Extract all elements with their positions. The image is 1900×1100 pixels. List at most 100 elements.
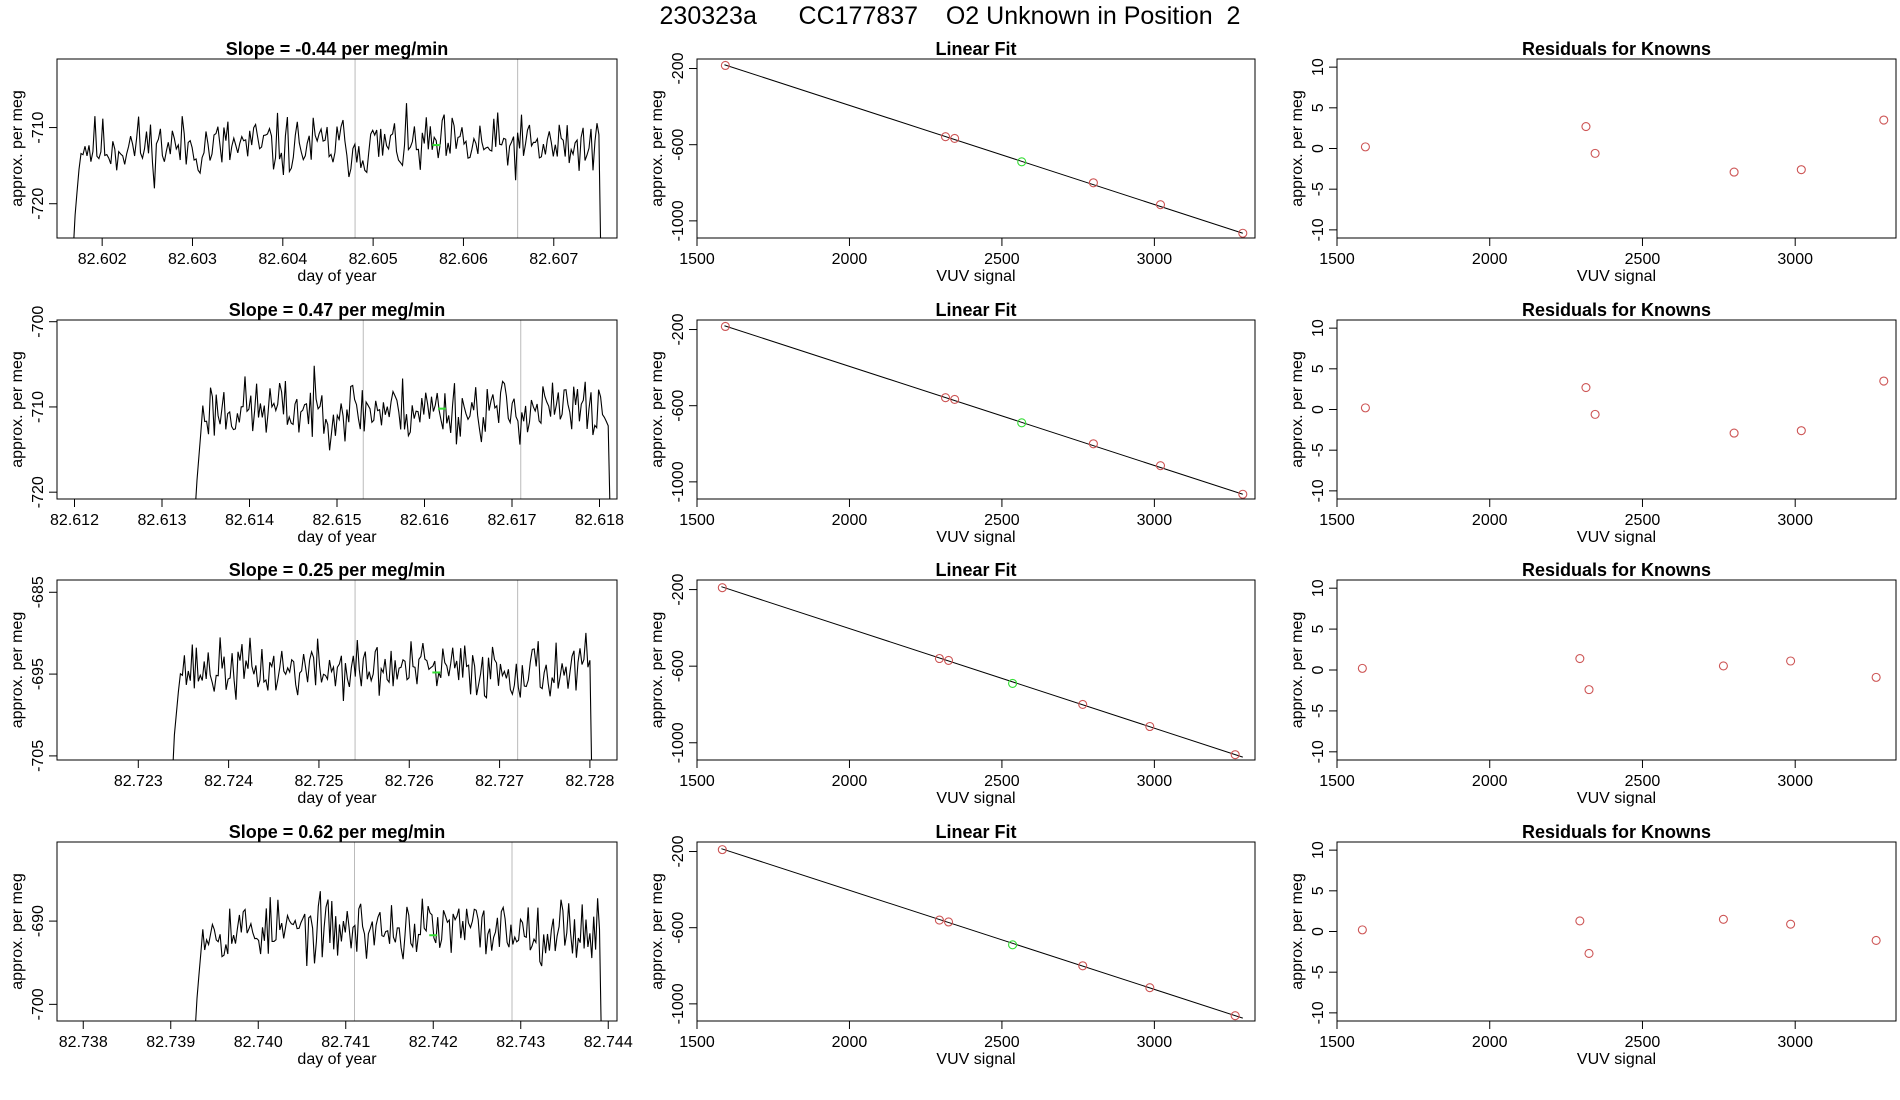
known-point <box>1584 948 1594 959</box>
x-tick-label: 2000 <box>1472 1034 1508 1051</box>
y-tick-label: 10 <box>1310 579 1327 597</box>
fit-line <box>724 64 1243 234</box>
x-tick-label: 82.744 <box>584 1034 633 1051</box>
x-tick-label: 2000 <box>832 1034 868 1051</box>
x-tick-label: 82.741 <box>321 1034 370 1051</box>
chart-panel-r3-c3: 1500 2000 2500 3000 VUV signal -10 -5 0 5 10appro… <box>1289 560 1897 807</box>
y-tick-label: -1000 <box>670 200 687 241</box>
y-tick-label: -10 <box>1310 1001 1327 1024</box>
fit-line <box>724 325 1243 495</box>
x-axis-label: VUV signal <box>936 268 1015 285</box>
chart-panel-r1-c2: 1500 2000 2500 3000 VUV signal -1000 -600 -200a… <box>649 39 1256 285</box>
run-id: 230323a <box>659 2 757 30</box>
y-tick-label: -710 <box>30 111 47 143</box>
y-axis-label: approx. per meg <box>9 90 26 207</box>
chart-panel-r1-c3: 1500 2000 2500 3000 VUV signal -10 -5 0 5 10appro… <box>1289 39 1897 285</box>
x-tick-label: 3000 <box>1777 1034 1813 1051</box>
x-tick-label: 2500 <box>1625 251 1661 268</box>
chart-title: Residuals for Knowns <box>1522 560 1711 580</box>
plot-frame <box>1336 841 1897 1022</box>
y-tick-label: 0 <box>1310 927 1327 936</box>
y-tick-label: -600 <box>670 912 687 944</box>
y-tick-label: 0 <box>1310 665 1327 674</box>
x-axis-label: day of year <box>297 1051 377 1068</box>
chart-panel-r3-c2: 1500 2000 2500 3000 VUV signal -1000 -600 -200a… <box>649 560 1256 807</box>
x-tick-label: 1500 <box>679 773 715 790</box>
known-point <box>1575 916 1585 926</box>
x-tick-label: 2000 <box>1472 512 1508 529</box>
x-tick-label: 2000 <box>1472 773 1508 790</box>
y-tick-label: -200 <box>670 52 687 84</box>
known-point <box>1575 653 1585 664</box>
unknown-point <box>1017 418 1027 428</box>
x-tick-label: 2500 <box>1625 512 1661 529</box>
chart-panel-r2-c3: 1500 2000 2500 3000 VUV signal -10 -5 0 5 10appro… <box>1289 300 1897 546</box>
y-tick-label: -600 <box>670 390 687 422</box>
y-axis-label: approx. per meg <box>1289 873 1306 990</box>
known-point <box>1718 661 1728 671</box>
y-tick-label: -685 <box>30 576 47 608</box>
y-tick-label: -690 <box>30 905 47 937</box>
known-point <box>1088 439 1098 449</box>
known-point <box>717 845 727 855</box>
x-tick-label: 82.603 <box>168 251 217 268</box>
y-axis-label: approx. per meg <box>649 351 666 468</box>
x-tick-label: 82.724 <box>204 773 253 790</box>
known-point <box>1155 200 1166 210</box>
x-axis-label: VUV signal <box>936 529 1015 546</box>
x-tick-label: 82.740 <box>234 1034 283 1051</box>
known-point <box>720 321 730 332</box>
plot-frame <box>56 58 618 239</box>
x-axis: 1500 2000 2500 3000 VUV signal <box>1319 1020 1813 1068</box>
y-tick-label: -1000 <box>670 461 687 502</box>
known-point <box>1796 165 1806 175</box>
x-tick-label: 3000 <box>1137 773 1173 790</box>
known-point <box>1145 983 1155 993</box>
y-axis-label: approx. per meg <box>9 351 26 468</box>
y-tick-label: -10 <box>1310 218 1327 241</box>
y-tick-label: -710 <box>30 391 47 423</box>
y-tick-label: 10 <box>1310 841 1327 859</box>
known-point <box>934 915 944 925</box>
y-tick-label: 0 <box>1310 405 1327 414</box>
known-point <box>1796 426 1806 436</box>
known-point <box>1155 461 1166 471</box>
x-axis: 1500 2000 2500 3000 VUV signal <box>1319 237 1813 285</box>
x-axis: 1500 2000 2500 3000 VUV signal <box>679 759 1173 807</box>
y-tick-label: 10 <box>1310 58 1327 76</box>
known-point <box>1871 935 1881 946</box>
x-axis-label: VUV signal <box>936 1051 1015 1068</box>
known-point <box>940 393 951 403</box>
known-point <box>1078 699 1088 710</box>
known-point <box>1786 919 1796 929</box>
y-tick-label: -600 <box>670 129 687 161</box>
y-tick-label: -5 <box>1310 443 1327 457</box>
known-point <box>1786 656 1796 666</box>
x-tick-label: 2500 <box>984 251 1020 268</box>
x-tick-label: 82.602 <box>78 251 127 268</box>
known-point <box>1238 489 1248 499</box>
x-tick-label: 3000 <box>1777 773 1813 790</box>
y-axis-label: approx. per meg <box>1289 612 1306 729</box>
x-tick-label: 82.605 <box>349 251 398 268</box>
x-tick-label: 82.742 <box>409 1034 458 1051</box>
x-axis-label: VUV signal <box>1577 1051 1656 1068</box>
x-axis: 82.602 82.603 82.604 82.605 82.606 82.607 day … <box>78 237 578 285</box>
chart-title: Linear Fit <box>935 300 1016 320</box>
chart-title: Residuals for Knowns <box>1522 300 1711 320</box>
y-axis-label: approx. per meg <box>9 873 26 990</box>
x-tick-label: 82.739 <box>146 1034 195 1051</box>
x-tick-label: 1500 <box>1319 251 1355 268</box>
y-tick-label: -700 <box>30 988 47 1020</box>
known-point <box>1088 178 1098 188</box>
y-tick-label: -720 <box>30 476 47 508</box>
x-axis: 82.738 82.739 82.740 82.741 82.742 82.743 82.7… <box>59 1020 633 1068</box>
x-axis-label: day of year <box>297 268 377 285</box>
known-point <box>950 133 960 143</box>
